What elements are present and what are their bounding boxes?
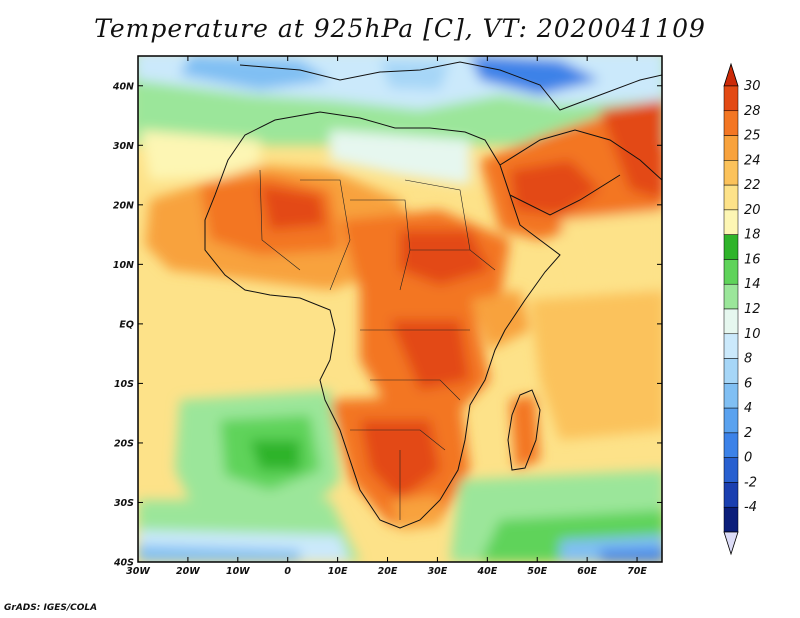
colorbar-label: 22 [744, 178, 761, 193]
colorbar-swatch [723, 358, 739, 384]
colorbar-swatch [723, 432, 739, 458]
credit-label: GrADS: IGES/COLA [4, 603, 98, 613]
lon-tick-label: 60E [577, 566, 597, 577]
colorbar-label: 25 [744, 129, 761, 144]
latitude-ticks: 40N 30N 20N 10N EQ 10S 20S 30S 40S [112, 81, 662, 569]
colorbar-label: 8 [744, 352, 752, 367]
lat-tick-label: 20S [114, 438, 134, 449]
colorbar-swatch [723, 283, 739, 310]
colorbar-swatch [723, 482, 739, 508]
colorbar-swatch [723, 407, 739, 434]
lon-tick-label: 40E [476, 566, 497, 577]
colorbar-swatch [723, 184, 739, 211]
map-title: Temperature at 925hPa [C], VT: 202004110… [94, 14, 706, 43]
colorbar-label: 24 [744, 153, 761, 168]
lon-tick-label: 30W [126, 566, 150, 577]
lon-tick-label: 50E [527, 566, 547, 577]
colorbar-low-arrow [723, 531, 739, 556]
lat-tick-label: 20N [113, 200, 134, 211]
colorbar-swatch [723, 308, 739, 335]
colorbar-swatch [723, 383, 739, 409]
lon-tick-label: 10E [328, 566, 348, 577]
colorbar-label: 12 [744, 302, 761, 317]
lat-tick-label: 40S [113, 558, 134, 569]
longitude-ticks: 30W 20W 10W 0 10E 20E 30E 40E 50E 60E 70E [126, 56, 647, 577]
colorbar-swatch [723, 333, 739, 359]
colorbar-swatch [723, 110, 739, 136]
colorbar-label: 0 [744, 451, 752, 466]
colorbar-label: -2 [744, 475, 757, 490]
colorbar-swatch [723, 234, 739, 260]
lat-tick-label: 10S [114, 379, 134, 390]
colorbar-swatch [723, 506, 739, 533]
temperature-field [138, 56, 662, 562]
country-borders [259, 169, 496, 520]
colorbar-high-arrow [723, 62, 739, 87]
colorbar-swatch [723, 135, 739, 161]
lon-tick-label: 10W [226, 566, 250, 577]
map-frame [137, 55, 663, 563]
colorbar-swatch [723, 160, 739, 186]
colorbar-swatch [723, 209, 739, 235]
colorbar-swatch [723, 85, 739, 112]
colorbar-label: 16 [744, 252, 761, 267]
colorbar-swatch [723, 259, 739, 285]
lat-tick-label: 30N [113, 141, 134, 152]
lon-tick-label: 70E [627, 566, 647, 577]
colorbar-label: 2 [744, 426, 752, 441]
lon-tick-label: 30E [428, 566, 448, 577]
colorbar-label: 14 [744, 277, 761, 292]
colorbar-label: 28 [744, 104, 761, 119]
lat-tick-label: EQ [119, 319, 134, 330]
colorbar-label: 20 [744, 203, 761, 218]
lon-tick-label: 0 [284, 566, 291, 577]
colorbar-label: -4 [744, 500, 757, 515]
colorbar-swatch [723, 457, 739, 483]
colorbar-label: 18 [744, 228, 761, 243]
colorbar-label: 30 [744, 79, 761, 94]
lon-tick-label: 20E [378, 566, 398, 577]
lat-tick-label: 30S [114, 498, 134, 509]
colorbar-label: 10 [744, 327, 761, 342]
lon-tick-label: 20W [176, 566, 200, 577]
colorbar-label: 6 [744, 376, 752, 391]
coastlines [204, 61, 662, 529]
lat-tick-label: 40N [112, 81, 134, 92]
lat-tick-label: 10N [113, 260, 134, 271]
colorbar-label: 4 [744, 401, 752, 416]
